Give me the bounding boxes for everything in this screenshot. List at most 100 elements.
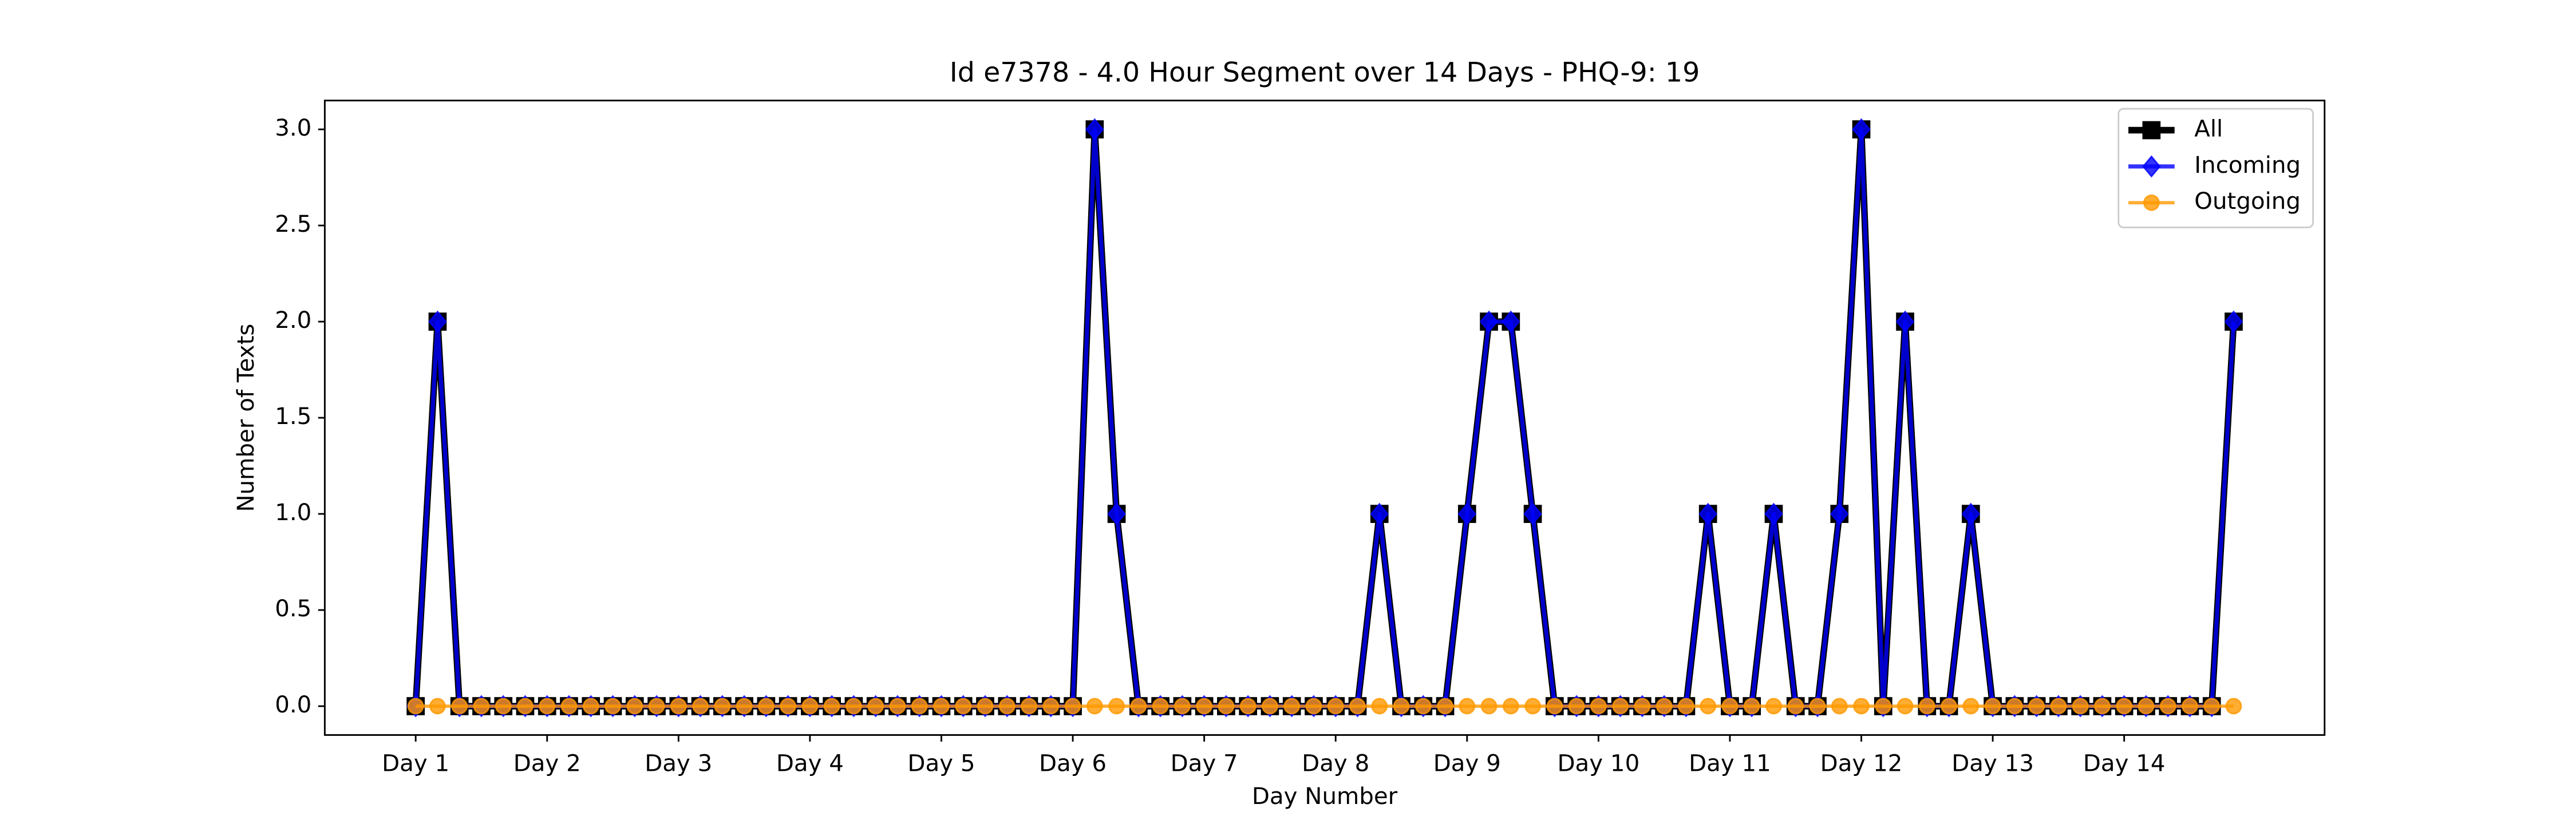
x-tick-label: Day 6 — [1039, 750, 1107, 777]
marker — [1962, 698, 1980, 715]
marker — [1721, 698, 1739, 715]
marker — [1941, 698, 1957, 715]
marker — [1546, 698, 1563, 715]
marker — [846, 698, 862, 715]
marker — [692, 698, 709, 715]
x-tick-label: Day 5 — [907, 750, 975, 777]
x-tick-label: Day 4 — [776, 750, 844, 777]
marker — [1523, 502, 1542, 525]
y-tick-label: 3.0 — [275, 114, 311, 141]
marker — [428, 310, 447, 333]
marker — [1174, 698, 1191, 715]
marker — [495, 698, 512, 715]
x-tick-label: Day 11 — [1689, 750, 1771, 777]
y-tick-label: 2.5 — [275, 211, 311, 237]
series — [407, 698, 2242, 715]
marker — [2225, 698, 2242, 715]
x-axis-label: Day Number — [1252, 783, 1398, 810]
marker — [1502, 698, 1519, 715]
marker — [670, 698, 687, 715]
marker — [1897, 698, 1914, 715]
marker — [1021, 698, 1037, 715]
marker — [1415, 698, 1432, 715]
marker — [2006, 698, 2023, 715]
marker — [648, 698, 665, 715]
marker — [1875, 698, 1892, 715]
marker — [867, 698, 884, 715]
marker — [1852, 118, 1871, 141]
marker — [560, 698, 578, 715]
marker — [714, 698, 731, 715]
marker — [2159, 698, 2176, 715]
marker — [1743, 698, 1760, 715]
marker — [1634, 698, 1651, 715]
marker — [2182, 698, 2198, 715]
legend-label: All — [2194, 116, 2223, 142]
marker — [473, 698, 490, 715]
marker — [736, 698, 753, 715]
marker — [1459, 698, 1476, 715]
marker — [998, 698, 1016, 715]
y-tick-label: 1.5 — [275, 403, 311, 430]
marker — [1349, 698, 1366, 715]
marker — [2072, 698, 2089, 715]
marker — [1262, 698, 1278, 715]
x-tick-label: Day 7 — [1171, 750, 1238, 777]
marker — [1918, 698, 1935, 715]
marker — [2094, 698, 2111, 715]
marker — [933, 698, 950, 715]
legend-label: Outgoing — [2194, 188, 2301, 215]
chart-title: Id e7378 - 4.0 Hour Segment over 14 Days… — [950, 57, 1700, 89]
marker — [1327, 698, 1344, 715]
marker — [1480, 698, 1498, 715]
marker — [2116, 698, 2133, 715]
marker — [1086, 698, 1103, 715]
marker — [1764, 502, 1783, 525]
marker — [407, 698, 424, 715]
marker — [911, 698, 928, 715]
marker — [2138, 698, 2155, 715]
marker — [801, 698, 819, 715]
marker — [1108, 698, 1125, 715]
marker — [1457, 502, 1477, 525]
marker — [1984, 698, 2001, 715]
marker — [605, 698, 621, 715]
x-tick-label: Day 13 — [1951, 750, 2034, 777]
x-tick-label: Day 9 — [1433, 750, 1501, 777]
marker — [1283, 698, 1301, 715]
marker — [1700, 698, 1717, 715]
x-tick-label: Day 10 — [1558, 750, 1640, 777]
marker — [1042, 698, 1060, 715]
marker — [977, 698, 994, 715]
legend-box — [2117, 108, 2314, 228]
marker — [1239, 698, 1257, 715]
marker — [1130, 698, 1147, 715]
marker — [539, 698, 556, 715]
marker — [1196, 698, 1213, 715]
marker — [1437, 698, 1453, 715]
marker — [2142, 121, 2161, 140]
marker — [1085, 118, 1104, 141]
marker — [2203, 698, 2221, 715]
marker — [1961, 502, 1981, 525]
marker — [517, 698, 534, 715]
marker — [1568, 698, 1585, 715]
y-tick-label: 1.0 — [275, 499, 311, 526]
marker — [429, 698, 446, 715]
marker — [1831, 698, 1848, 715]
x-tick-label: Day 3 — [645, 750, 712, 777]
marker — [1370, 502, 1389, 525]
marker — [2142, 155, 2161, 178]
marker — [1107, 502, 1126, 525]
marker — [1787, 698, 1804, 715]
marker — [1590, 698, 1607, 715]
marker — [582, 698, 599, 715]
marker — [1698, 502, 1717, 525]
marker — [889, 698, 906, 715]
marker — [1479, 310, 1499, 333]
x-tick-label: Day 1 — [382, 750, 449, 777]
marker — [1502, 310, 1520, 333]
marker — [1393, 698, 1410, 715]
x-tick-label: Day 12 — [1820, 750, 1903, 777]
